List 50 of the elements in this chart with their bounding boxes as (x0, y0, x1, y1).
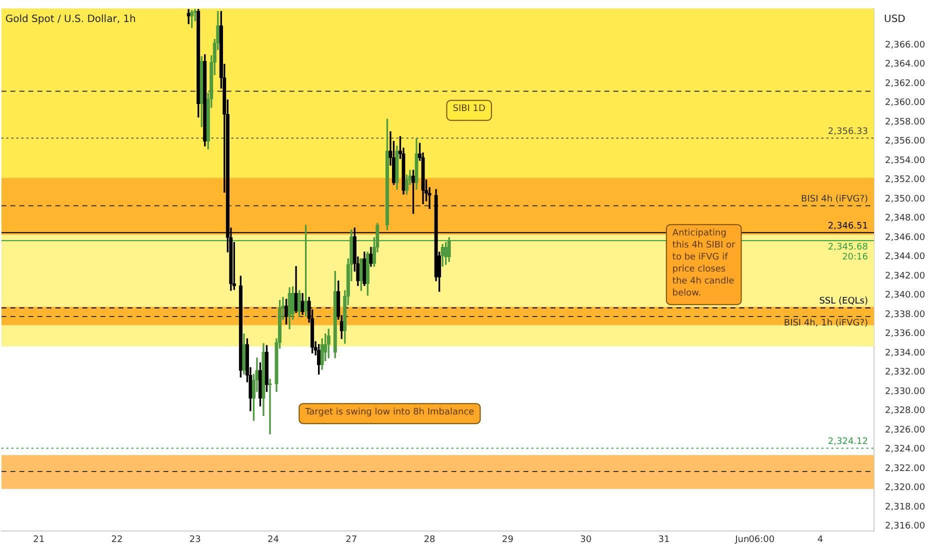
y-tick-label: 2,342.00 (885, 271, 926, 282)
y-tick-label: 2,338.00 (885, 310, 926, 320)
x-tick-label: 22 (111, 534, 123, 545)
y-tick-label: 2,352.00 (885, 175, 926, 186)
x-tick-label: Jun (734, 534, 750, 545)
x-tick-label: 4 (817, 534, 824, 545)
y-tick-label: 2,332.00 (885, 368, 926, 378)
x-tick-label: 31 (658, 534, 670, 545)
x-tick-label: 24 (268, 534, 280, 545)
y-tick-label: 2,350.00 (885, 194, 926, 204)
ref-line-label: 2,345.68 20:16 (828, 242, 868, 262)
x-tick-label: 27 (346, 534, 358, 545)
y-tick-label: 2,362.00 (885, 78, 926, 89)
ref-line-label: 2,356.33 (828, 126, 868, 137)
y-tick-label: 2,358.00 (885, 117, 926, 128)
ref-line-label: 2,324.12 (828, 437, 868, 448)
y-tick-label: 2,356.00 (885, 136, 926, 147)
y-tick-label: 2,324.00 (885, 444, 926, 455)
x-tick-label: 29 (502, 534, 514, 545)
x-tick-label: 21 (33, 534, 45, 545)
y-tick-label: 2,334.00 (885, 348, 926, 358)
y-axis-title: USD (884, 14, 906, 25)
ref-line-label: SSL (EQLs) (819, 296, 868, 307)
y-tick-label: 2,346.00 (885, 232, 926, 243)
text: Gold Spot / U.S. Dollar, 1h (5, 14, 136, 25)
x-tick-label: 06:00 (748, 534, 775, 545)
y-tick-label: 2,320.00 (885, 483, 926, 494)
y-tick-label: 2,364.00 (885, 60, 926, 70)
y-tick-label: 2,326.00 (885, 425, 926, 436)
ref-line-label: BISI 4h (iFVG?) (801, 194, 868, 205)
annotation: SIBI 1D (452, 104, 486, 114)
y-tick-label: 2,316.00 (885, 522, 926, 532)
y-tick-label: 2,348.00 (885, 214, 926, 224)
x-tick-label: 23 (189, 534, 201, 545)
y-tick-label: 2,318.00 (885, 502, 926, 512)
y-tick-label: 2,344.00 (885, 252, 926, 262)
y-tick-label: 2,340.00 (885, 290, 926, 301)
y-tick-label: 2,354.00 (885, 156, 926, 166)
y-tick-label: 2,366.00 (885, 40, 926, 50)
y-tick-label: 2,360.00 (885, 98, 926, 108)
ref-line-label: 2,346.51 (828, 221, 868, 232)
annotation: Target is swing low into 8h Imbalance (304, 407, 475, 418)
y-tick-label: 2,336.00 (885, 329, 926, 340)
y-tick-label: 2,328.00 (885, 406, 926, 416)
y-tick-label: 2,330.00 (885, 386, 926, 397)
x-tick-label: 28 (424, 534, 436, 545)
x-tick-label: 30 (580, 534, 592, 545)
ref-line-label: BISI 4h, 1h (iFVG?) (784, 318, 868, 328)
y-tick-label: 2,322.00 (885, 464, 926, 474)
annotation: Anticipating this 4h SIBI or to be iFVG if price closes the 4h candle below. (672, 228, 736, 298)
